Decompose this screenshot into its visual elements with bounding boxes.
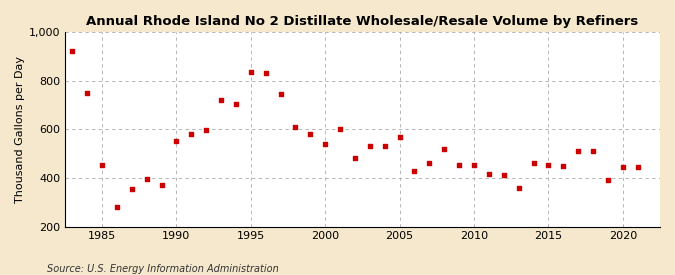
Point xyxy=(468,162,479,167)
Point xyxy=(618,165,628,169)
Point xyxy=(335,127,346,131)
Point xyxy=(558,164,568,168)
Point xyxy=(216,98,227,102)
Point xyxy=(290,125,301,129)
Point xyxy=(424,161,435,166)
Point xyxy=(364,144,375,148)
Point xyxy=(275,92,286,96)
Point xyxy=(320,142,331,146)
Point xyxy=(498,173,509,178)
Point xyxy=(483,172,494,177)
Point xyxy=(82,90,92,95)
Point xyxy=(141,177,152,181)
Point xyxy=(350,156,360,161)
Point xyxy=(632,165,643,169)
Point xyxy=(379,144,390,148)
Point xyxy=(67,49,78,54)
Point xyxy=(156,183,167,188)
Point xyxy=(126,187,137,191)
Point xyxy=(573,149,584,153)
Point xyxy=(394,134,405,139)
Point xyxy=(231,101,242,106)
Point xyxy=(200,128,211,133)
Point xyxy=(186,132,196,136)
Point xyxy=(97,162,107,167)
Point xyxy=(261,71,271,76)
Point xyxy=(588,149,599,153)
Text: Source: U.S. Energy Information Administration: Source: U.S. Energy Information Administ… xyxy=(47,264,279,274)
Point xyxy=(171,139,182,144)
Y-axis label: Thousand Gallons per Day: Thousand Gallons per Day xyxy=(15,56,25,203)
Point xyxy=(111,205,122,209)
Point xyxy=(439,147,450,151)
Point xyxy=(246,70,256,74)
Point xyxy=(543,162,554,167)
Point xyxy=(528,161,539,166)
Point xyxy=(409,168,420,173)
Point xyxy=(305,132,316,136)
Title: Annual Rhode Island No 2 Distillate Wholesale/Resale Volume by Refiners: Annual Rhode Island No 2 Distillate Whol… xyxy=(86,15,639,28)
Point xyxy=(454,162,464,167)
Point xyxy=(513,185,524,190)
Point xyxy=(603,178,614,183)
